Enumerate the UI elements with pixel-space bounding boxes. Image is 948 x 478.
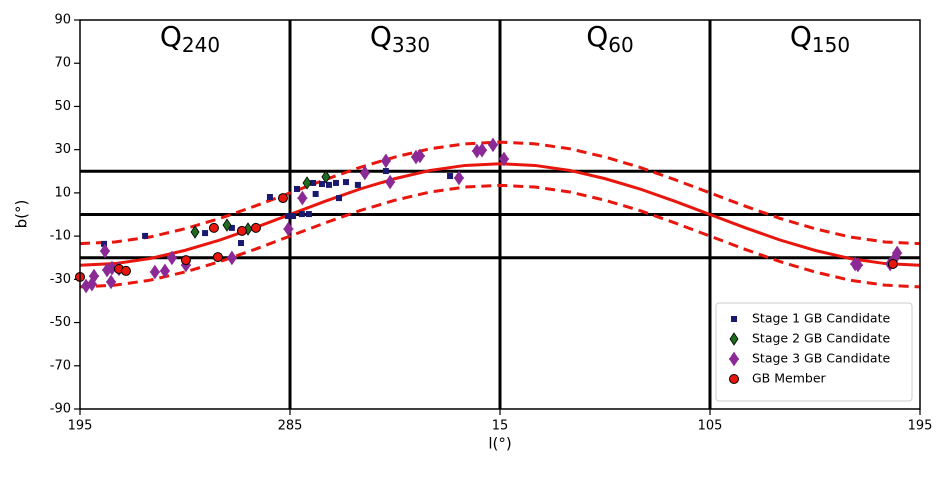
region-label-sub: 240 xyxy=(182,33,220,57)
point xyxy=(310,179,317,186)
region-label-sub: 150 xyxy=(812,33,850,57)
point xyxy=(228,224,235,231)
y-tick-label: 90 xyxy=(54,13,71,28)
point xyxy=(359,165,370,181)
point xyxy=(380,153,391,169)
point xyxy=(297,190,308,206)
region-label-main: Q xyxy=(790,20,812,53)
point xyxy=(222,218,232,232)
point xyxy=(325,181,332,188)
legend-marker xyxy=(729,374,739,384)
region-label-sub: 60 xyxy=(608,33,633,57)
region-label: Q240 xyxy=(160,20,220,57)
x-tick-label: 195 xyxy=(908,419,933,434)
point xyxy=(887,258,898,269)
y-tick-label: -90 xyxy=(50,402,71,417)
region-label-main: Q xyxy=(160,20,182,53)
point xyxy=(159,263,170,279)
legend-marker xyxy=(731,316,737,322)
y-tick-label: -50 xyxy=(50,315,71,330)
point xyxy=(236,225,247,236)
point xyxy=(294,185,300,192)
point xyxy=(305,211,312,218)
legend-label: Stage 3 GB Candidate xyxy=(752,351,890,366)
point xyxy=(852,257,863,273)
y-tick-label: 30 xyxy=(54,142,71,157)
x-tick-label: 105 xyxy=(698,419,723,434)
curve xyxy=(79,183,921,289)
point xyxy=(212,252,223,263)
legend-box xyxy=(715,302,913,402)
region-label: Q60 xyxy=(586,20,634,57)
y-tick-label: -10 xyxy=(50,229,71,244)
point xyxy=(226,250,237,266)
point xyxy=(382,168,389,175)
point xyxy=(321,170,331,184)
point xyxy=(332,179,339,186)
x-tick-label: 285 xyxy=(278,419,303,434)
curve xyxy=(79,140,921,246)
point xyxy=(202,230,209,237)
point xyxy=(318,181,325,188)
curve xyxy=(79,162,921,267)
point xyxy=(498,151,509,167)
legend-label: Stage 2 GB Candidate xyxy=(752,331,890,346)
point xyxy=(238,240,244,247)
point xyxy=(453,170,464,186)
point xyxy=(190,225,200,239)
point xyxy=(892,245,903,261)
point xyxy=(278,193,288,204)
region-label-main: Q xyxy=(370,20,392,53)
point xyxy=(250,222,261,233)
point xyxy=(120,265,131,276)
legend-label: GB Member xyxy=(752,371,827,386)
point xyxy=(166,250,177,266)
region-label: Q150 xyxy=(790,20,850,57)
point xyxy=(89,268,99,284)
legend-marker xyxy=(729,351,739,367)
y-tick-label: -70 xyxy=(50,358,71,373)
point xyxy=(336,195,342,202)
point xyxy=(488,137,498,153)
point xyxy=(266,193,273,200)
point xyxy=(142,232,149,239)
legend-marker xyxy=(729,332,739,346)
x-tick-label: 195 xyxy=(68,419,93,434)
y-tick-label: 10 xyxy=(54,185,71,200)
y-tick-label: 50 xyxy=(54,99,71,114)
point xyxy=(414,148,425,164)
point xyxy=(354,181,361,188)
point xyxy=(284,213,291,220)
point xyxy=(343,179,349,186)
x-axis-label: l(°) xyxy=(488,435,511,453)
region-label: Q330 xyxy=(370,20,430,57)
point xyxy=(385,174,396,190)
region-label-sub: 330 xyxy=(392,33,430,57)
point xyxy=(106,274,117,290)
point xyxy=(290,213,297,220)
point xyxy=(283,221,294,237)
point xyxy=(312,190,319,197)
y-tick-label: 70 xyxy=(54,56,71,71)
legend-label: Stage 1 GB Candidate xyxy=(752,311,890,326)
region-label-main: Q xyxy=(586,20,608,53)
point xyxy=(180,255,191,266)
y-axis-label: b(°) xyxy=(13,200,31,229)
point xyxy=(149,264,160,280)
point xyxy=(477,142,488,158)
point xyxy=(302,176,312,190)
point xyxy=(208,222,219,233)
point xyxy=(447,173,454,180)
point xyxy=(101,240,108,247)
point xyxy=(99,243,110,259)
plot-frame xyxy=(79,19,921,410)
x-tick-label: 15 xyxy=(492,419,509,434)
point xyxy=(298,211,305,218)
y-tick-label: -30 xyxy=(50,272,71,287)
